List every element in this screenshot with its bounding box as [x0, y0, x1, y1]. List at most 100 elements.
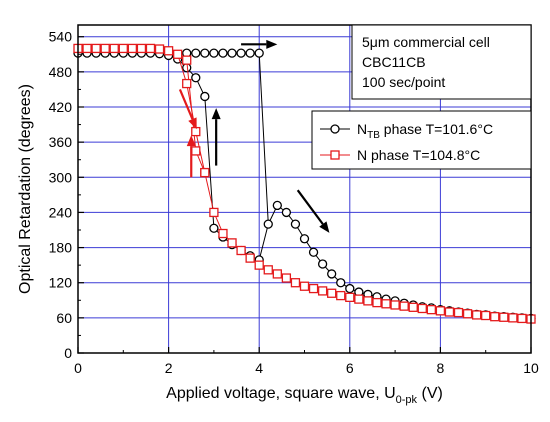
data-point: [299, 234, 310, 244]
data-point: [272, 200, 282, 211]
data-point: [390, 300, 400, 310]
data-point: [209, 223, 219, 233]
y-tick-label: 300: [49, 169, 73, 185]
data-point: [227, 48, 237, 58]
data-point: [345, 283, 355, 294]
data-point: [327, 269, 337, 279]
data-point: [308, 247, 319, 257]
y-tick-label: 120: [49, 275, 73, 291]
data-point: [517, 313, 527, 324]
data-point: [444, 307, 455, 317]
x-tick-label: 0: [74, 360, 82, 376]
data-point: [426, 305, 436, 315]
data-point: [136, 43, 147, 54]
data-point: [82, 43, 92, 54]
arrow-0: [241, 39, 278, 49]
data-point: [281, 207, 292, 218]
data-point: [363, 296, 373, 306]
data-point: [236, 48, 246, 58]
y-tick-label: 60: [56, 310, 72, 326]
data-point: [191, 126, 201, 137]
data-point: [336, 278, 346, 288]
legend: NTB phase T=101.6°C N phase T=104.8°C: [311, 110, 532, 170]
annotation-line-material: CBC11CB: [362, 54, 426, 70]
annotation-line-timing: 100 sec/point: [362, 74, 445, 90]
arrow-1: [211, 108, 221, 166]
data-point: [209, 48, 219, 58]
x-tick-label: 10: [523, 360, 539, 376]
data-point: [191, 146, 201, 156]
data-point: [272, 269, 282, 279]
data-point: [354, 294, 364, 304]
arrow-4: [186, 135, 196, 178]
data-point: [290, 278, 301, 288]
data-point: [508, 313, 518, 323]
data-point: [490, 312, 500, 322]
x-tick-label: 6: [346, 360, 354, 376]
data-point: [317, 259, 328, 269]
data-point: [236, 245, 246, 256]
data-point: [327, 288, 337, 298]
data-point: [200, 91, 210, 102]
direction-arrows: [178, 39, 330, 233]
data-point: [471, 310, 482, 320]
y-tick-label: 540: [49, 29, 73, 45]
axis-ticks: 0 2 4 6 8 10 0 60 120 180 240 300 360 420 480 540: [49, 29, 539, 376]
data-point: [381, 299, 391, 309]
legend-label-ntb: NTB phase T=101.6°C: [357, 121, 493, 141]
data-point: [399, 301, 409, 311]
data-point: [191, 48, 201, 58]
y-axis-title: Optical Retardation (degrees): [17, 84, 34, 294]
data-point: [299, 281, 310, 291]
data-point: [336, 290, 346, 301]
data-point: [263, 265, 273, 275]
data-point: [109, 43, 119, 54]
data-point: [499, 312, 509, 322]
data-point: [290, 219, 301, 229]
series-1: [73, 43, 536, 324]
annotation-line-cell: 5μm commercial cell: [362, 34, 490, 50]
annotation-box: 5μm commercial cell CBC11CB 100 sec/poin…: [351, 24, 532, 100]
arrow-2: [296, 189, 330, 233]
x-axis-title-main: Applied voltage, square wave, U: [166, 385, 395, 402]
data-point: [118, 43, 128, 54]
data-point: [481, 310, 491, 321]
data-point: [254, 48, 264, 58]
data-point: [218, 48, 228, 58]
data-point: [417, 303, 427, 314]
data-point: [200, 48, 210, 58]
data-point: [408, 302, 418, 312]
data-point: [435, 306, 446, 316]
data-point: [227, 238, 237, 248]
data-point: [91, 43, 101, 54]
x-axis-title-unit: (V): [417, 385, 443, 402]
y-tick-label: 360: [49, 134, 73, 150]
arrow-3: [178, 89, 197, 130]
data-point: [127, 43, 138, 54]
y-tick-label: 480: [49, 64, 73, 80]
data-point: [453, 307, 464, 318]
data-point: [254, 260, 264, 270]
y-tick-label: 420: [49, 99, 73, 115]
data-point: [281, 273, 292, 283]
y-tick-label: 240: [49, 204, 73, 220]
data-point: [145, 43, 156, 54]
data-point: [317, 286, 328, 296]
legend-item-ntb: NTB phase T=101.6°C: [320, 121, 493, 141]
data-point: [345, 292, 355, 303]
data-point: [372, 297, 382, 308]
data-point: [182, 55, 192, 65]
data-point: [218, 228, 228, 239]
x-tick-label: 4: [255, 360, 263, 376]
data-point: [163, 46, 174, 56]
x-tick-label: 8: [437, 360, 445, 376]
data-point: [245, 48, 255, 58]
y-tick-label: 180: [49, 240, 73, 256]
data-point: [100, 43, 110, 54]
x-tick-label: 2: [165, 360, 173, 376]
data-point: [263, 219, 273, 229]
data-series: [73, 43, 536, 324]
data-point: [245, 253, 255, 263]
data-point: [182, 78, 192, 89]
